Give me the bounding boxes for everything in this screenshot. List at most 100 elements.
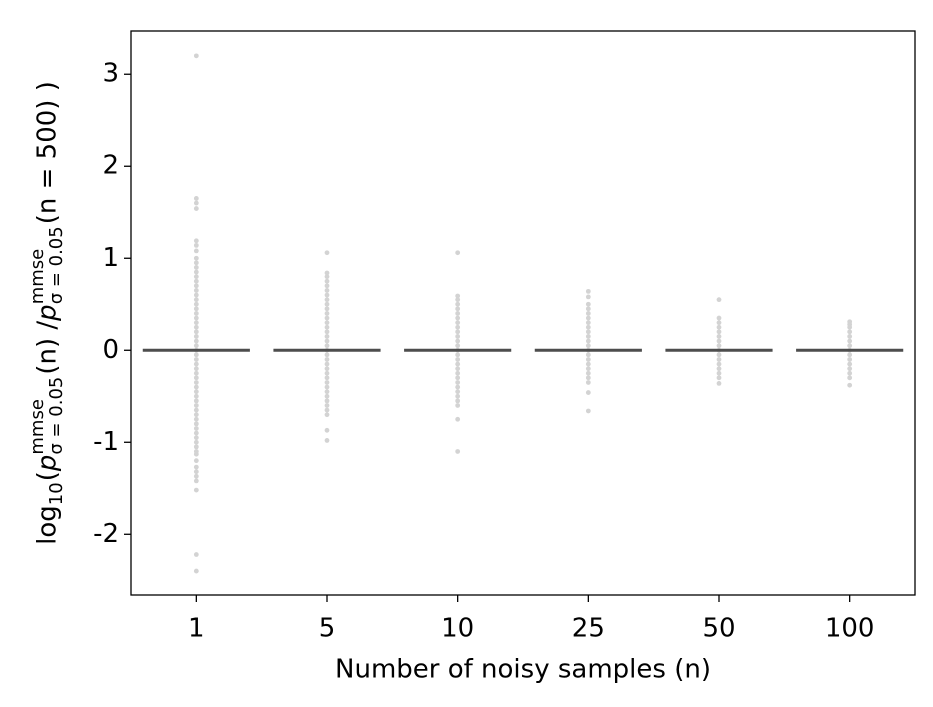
data-point — [193, 357, 199, 362]
data-point — [193, 53, 199, 59]
data-point — [193, 435, 199, 441]
data-point — [585, 370, 591, 376]
data-point — [585, 315, 591, 321]
data-point — [193, 283, 199, 289]
data-point — [324, 270, 330, 276]
data-point — [324, 352, 330, 358]
data-point — [193, 248, 199, 254]
data-point — [193, 389, 199, 395]
data-point — [193, 370, 199, 376]
data-point — [193, 343, 199, 349]
y-tick-label: -1 — [93, 427, 119, 457]
data-point — [193, 568, 199, 574]
data-point — [324, 288, 330, 293]
y-label-part: mmse — [27, 249, 48, 305]
data-point — [455, 250, 461, 256]
data-point — [324, 393, 330, 399]
data-point — [585, 352, 591, 358]
data-point — [716, 361, 722, 367]
x-tick-label: 10 — [441, 614, 474, 644]
data-point — [585, 306, 591, 312]
data-point — [455, 393, 461, 399]
x-tick-label: 100 — [825, 614, 875, 644]
data-point — [585, 357, 591, 362]
data-point — [193, 416, 199, 422]
data-point — [324, 334, 330, 339]
data-point — [193, 352, 199, 358]
x-tick-label: 25 — [572, 614, 605, 644]
data-point — [193, 274, 199, 280]
data-point — [193, 458, 199, 464]
plot-frame — [130, 30, 916, 596]
data-point — [716, 380, 722, 386]
data-point — [716, 334, 722, 339]
data-point — [193, 320, 199, 326]
data-point — [324, 324, 330, 330]
data-point — [193, 238, 199, 244]
data-point — [324, 375, 330, 381]
data-point — [847, 370, 853, 376]
data-point — [193, 324, 199, 330]
data-point — [455, 370, 461, 376]
y-tick-label: 3 — [102, 59, 119, 89]
data-point — [193, 384, 199, 390]
data-point — [847, 324, 853, 330]
data-point — [455, 384, 461, 390]
data-point — [455, 297, 461, 303]
data-point — [193, 265, 199, 270]
y-label-part: σ = 0.05 — [46, 377, 67, 455]
y-label-part: mmse — [27, 399, 48, 455]
data-point — [455, 375, 461, 381]
data-point — [324, 320, 330, 326]
data-point — [193, 426, 199, 431]
y-tick-label: 2 — [102, 151, 119, 181]
data-point — [324, 412, 330, 418]
data-point — [585, 301, 591, 307]
x-tick-label: 5 — [319, 614, 336, 644]
data-point — [324, 403, 330, 408]
data-point — [324, 315, 330, 321]
data-point — [716, 352, 722, 358]
y-tick-label: 0 — [102, 335, 119, 365]
data-point — [847, 334, 853, 339]
data-point — [193, 380, 199, 385]
data-point — [585, 380, 591, 385]
data-point — [324, 306, 330, 312]
data-point — [847, 375, 853, 381]
data-point — [455, 352, 461, 358]
x-axis-label: Number of noisy samples (n) — [335, 655, 711, 685]
data-point — [193, 242, 199, 248]
data-point — [193, 269, 199, 275]
data-point — [193, 464, 199, 470]
y-label-part: (n) / — [33, 321, 63, 375]
data-point — [455, 311, 461, 316]
data-point — [455, 315, 461, 321]
y-label-part: ( — [33, 471, 63, 481]
data-point — [455, 380, 461, 385]
data-point — [324, 250, 330, 256]
data-point — [455, 306, 461, 312]
y-tick-label: 1 — [102, 243, 119, 273]
data-point — [847, 357, 853, 362]
data-point — [716, 375, 722, 381]
data-point — [585, 288, 591, 294]
data-point — [455, 361, 461, 367]
data-point — [847, 352, 853, 358]
y-label-part: (n = 500) ) — [33, 81, 63, 224]
data-point — [455, 343, 461, 349]
data-point — [193, 292, 199, 298]
data-point — [455, 293, 461, 299]
data-point — [193, 338, 199, 344]
data-point — [324, 389, 330, 395]
data-point — [585, 320, 591, 326]
data-point — [847, 329, 853, 335]
data-point — [455, 366, 461, 372]
data-point — [455, 416, 461, 422]
data-point — [324, 370, 330, 376]
data-point — [324, 292, 330, 298]
data-point — [455, 403, 461, 408]
data-point — [324, 438, 330, 443]
data-point — [585, 361, 591, 367]
